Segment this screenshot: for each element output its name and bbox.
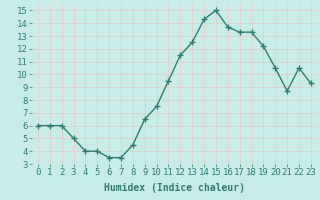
X-axis label: Humidex (Indice chaleur): Humidex (Indice chaleur) [104,183,245,193]
